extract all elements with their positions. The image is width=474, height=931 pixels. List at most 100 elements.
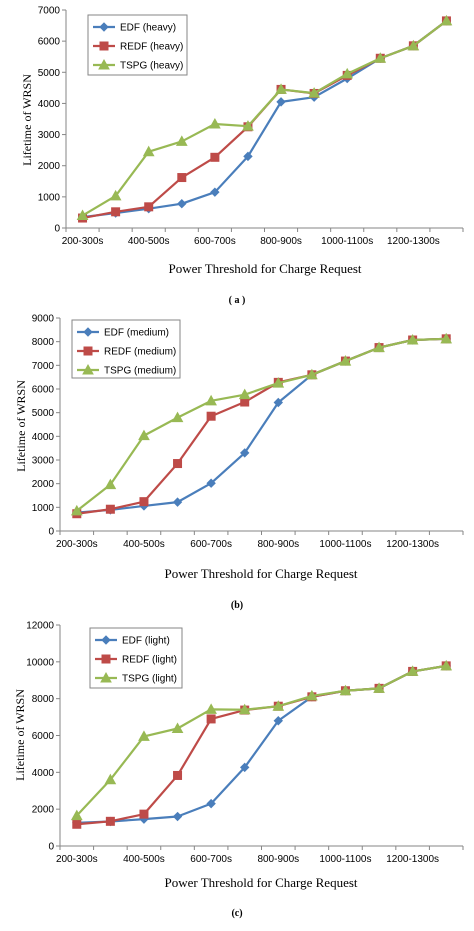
legend: EDF (heavy) REDF (heavy) TSPG (heavy) — [87, 14, 188, 76]
data-point — [139, 497, 149, 507]
y-tick-label: 7000 — [38, 6, 61, 17]
chart-panel-c: Lifetime of WRSN Power Threshold for Cha… — [13, 621, 464, 919]
y-tick-label: 12000 — [26, 621, 54, 632]
data-point — [306, 368, 318, 380]
data-point — [70, 809, 83, 821]
x-tick-label: 600-700s — [194, 236, 236, 247]
x-tick-label: 800-900s — [257, 539, 299, 550]
data-point — [175, 135, 188, 146]
y-tick-label: 3000 — [32, 456, 55, 467]
legend-marker — [82, 363, 94, 375]
series-line — [75, 664, 447, 817]
data-point — [240, 762, 250, 773]
data-point — [243, 151, 253, 162]
data-point — [276, 97, 286, 107]
data-point — [173, 459, 183, 469]
data-point — [272, 700, 285, 711]
data-point — [171, 411, 184, 423]
x-tick-label: 800-900s — [257, 854, 299, 865]
legend-marker — [99, 22, 109, 32]
x-tick-label: 1000-1100s — [321, 236, 373, 247]
x-axis-label: Power Threshold for Charge Request — [164, 566, 357, 581]
y-tick-label: 7000 — [32, 361, 55, 372]
x-tick-label: 1000-1100s — [319, 539, 371, 550]
y-tick-label: 10000 — [26, 657, 54, 668]
data-point — [240, 397, 250, 407]
x-axis-label: Power Threshold for Charge Request — [168, 261, 361, 276]
chart-panel-b: Lifetime of WRSN Power Threshold for Cha… — [14, 314, 464, 611]
y-axis-label: Lifetime of WRSN — [20, 74, 34, 166]
series-line — [76, 337, 447, 512]
data-point — [272, 377, 285, 388]
y-axis-label: Lifetime of WRSN — [14, 380, 28, 472]
data-point — [373, 341, 385, 353]
legend-label: TSPG (light) — [122, 674, 177, 685]
y-tick-label: 8000 — [32, 694, 55, 705]
data-point — [206, 478, 216, 488]
legend-marker — [99, 41, 109, 51]
data-point — [142, 145, 155, 157]
x-tick-label: 200-300s — [62, 236, 104, 247]
legend-marker — [83, 327, 93, 337]
legend-label: TSPG (heavy) — [120, 61, 183, 72]
data-point — [238, 388, 251, 400]
x-axis-label: Power Threshold for Charge Request — [164, 875, 357, 890]
y-tick-label: 6000 — [32, 385, 55, 396]
y-tick-label: 0 — [48, 842, 54, 853]
data-point — [339, 684, 352, 696]
data-point — [240, 448, 250, 458]
data-point — [206, 714, 216, 724]
data-point — [138, 730, 150, 741]
y-tick-label: 8000 — [32, 337, 55, 348]
data-point — [273, 716, 283, 726]
y-tick-label: 4000 — [32, 768, 55, 779]
data-point — [206, 411, 216, 421]
data-point — [205, 703, 217, 714]
data-point — [171, 722, 184, 734]
data-point — [70, 504, 83, 516]
data-point — [339, 355, 352, 366]
legend-label: EDF (heavy) — [120, 23, 176, 34]
data-point — [105, 504, 115, 514]
y-tick-label: 5000 — [38, 68, 61, 79]
y-tick-label: 0 — [54, 224, 60, 235]
legend-label: REDF (medium) — [104, 347, 176, 358]
data-point — [209, 117, 221, 129]
data-point — [308, 87, 320, 98]
x-tick-label: 200-300s — [56, 539, 98, 550]
x-tick-label: 400-500s — [123, 539, 165, 550]
x-tick-label: 400-500s — [128, 236, 170, 247]
y-axis-label: Lifetime of WRSN — [13, 689, 27, 781]
data-point — [72, 819, 82, 829]
y-tick-label: 2000 — [32, 805, 55, 816]
legend-label: TSPG (medium) — [104, 366, 176, 377]
x-tick-label: 1200-1300s — [387, 236, 440, 247]
data-point — [306, 689, 318, 701]
data-point — [210, 187, 220, 197]
data-point — [210, 152, 220, 162]
data-point — [177, 173, 187, 183]
x-tick-label: 1200-1300s — [386, 854, 439, 865]
data-point — [104, 773, 117, 785]
data-point — [440, 14, 453, 26]
chart-panel-a: Lifetime of WRSN Power Threshold for Cha… — [20, 6, 464, 306]
data-point — [172, 811, 183, 822]
x-tick-label: 200-300s — [56, 854, 98, 865]
data-point — [138, 429, 150, 441]
panel-caption: ( a ) — [229, 295, 246, 306]
y-tick-label: 4000 — [32, 432, 55, 443]
y-tick-label: 2000 — [32, 479, 55, 490]
y-tick-label: 1000 — [38, 192, 61, 203]
y-tick-label: 5000 — [32, 408, 55, 419]
data-point — [242, 120, 254, 131]
y-tick-label: 3000 — [38, 130, 61, 141]
x-tick-label: 1200-1300s — [386, 539, 439, 550]
series-line — [76, 664, 447, 824]
data-point — [440, 332, 453, 344]
y-tick-label: 6000 — [32, 731, 55, 742]
data-point — [105, 816, 115, 826]
panel-caption: (b) — [231, 600, 243, 611]
y-tick-label: 6000 — [38, 37, 61, 48]
legend-label: REDF (heavy) — [120, 42, 183, 53]
data-point — [139, 809, 149, 819]
